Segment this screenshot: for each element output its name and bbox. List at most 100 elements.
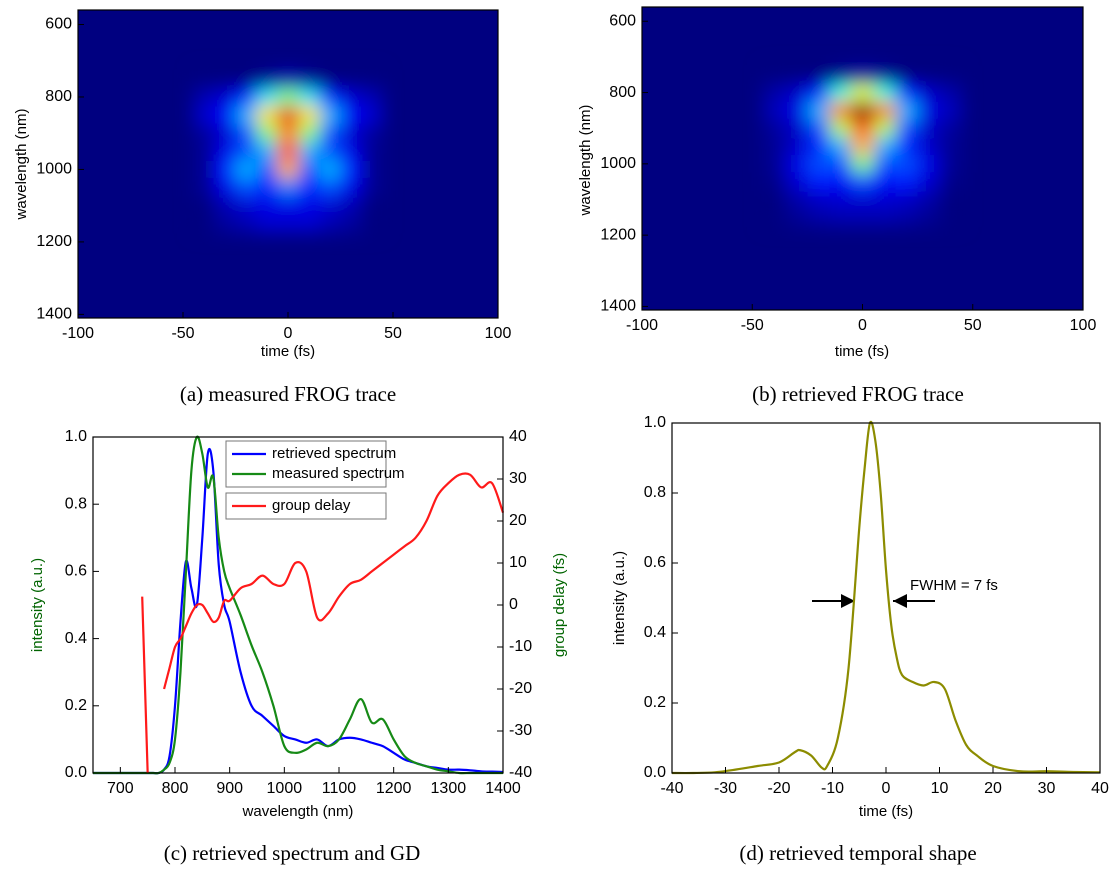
heatmap-cell [298,69,320,89]
legend-label: measured spectrum [272,465,405,482]
x-axis-label: time (fs) [835,343,889,360]
x-tick-label: 0 [858,317,867,334]
heatmap-cell [277,160,299,179]
y-tick-label: 800 [45,88,72,105]
heatmap-cell [807,208,830,227]
y-tick-label: 1200 [600,226,636,243]
heatmap-cell [361,142,383,161]
y-tick-label: 1400 [600,298,636,315]
heatmap-cell [873,172,897,192]
heatmap-cell [829,119,852,138]
heatmap-cell [807,137,830,156]
legend-label: retrieved spectrum [272,445,396,462]
y-tick-label: 0.8 [644,484,666,501]
heatmap-cell [873,65,897,85]
heatmap-cell [939,101,963,120]
heatmap-cell [917,190,941,209]
heatmap-cell [193,106,215,125]
heatmap-cell [895,208,919,227]
heatmap-cell [939,119,963,138]
heatmap-cell [193,160,215,179]
x-tick-label: 900 [216,780,243,797]
y2-tick-label: 0 [509,596,518,613]
heatmap-cell [917,154,941,174]
x-tick-label: -40 [660,780,683,797]
x-axis-label: wavelength (nm) [242,803,354,820]
heatmap-cell [851,119,875,138]
heatmap-cell [277,124,299,143]
heatmap-cell [939,172,963,192]
heatmap-cell [829,190,852,209]
y2-tick-label: -30 [509,722,532,739]
heatmap-cell [193,196,215,216]
x-tick-label: -100 [626,317,658,334]
heatmap-cell [807,65,830,85]
x-tick-label: 1400 [485,780,521,797]
heatmap-cell [277,142,299,161]
x-tick-label: 0 [284,325,293,342]
heatmap-cell [235,196,257,216]
heatmap-cell [361,196,383,216]
heatmap-cell [277,178,299,198]
heatmap-cell [807,154,830,174]
heatmap-cell [829,83,852,102]
heatmap-cell [829,101,852,120]
heatmap-cell [340,142,362,161]
x-tick-label: 1000 [267,780,303,797]
heatmap-cell [361,69,383,89]
heatmap-cell [851,65,875,85]
heatmap-cell [939,154,963,174]
heatmap-cell [763,154,786,174]
y-tick-label: 0.4 [65,630,87,647]
y-tick-label: 1000 [36,161,72,178]
y-tick-label: 0.6 [65,563,87,580]
heatmap-cell [785,208,808,227]
heatmap-cell [214,160,236,179]
heatmap-cell [235,106,257,125]
heatmap-cell [807,83,830,102]
heatmap-cell [873,119,897,138]
heatmap-cell [340,178,362,198]
heatmap-cell [807,190,830,209]
y-axis-label: wavelength (nm) [577,105,594,217]
heatmap-cell [256,124,278,143]
caption: (a) measured FROG trace [180,382,396,406]
heatmap-cell [214,178,236,198]
y-tick-label: 600 [609,12,636,29]
heatmap-cell [193,142,215,161]
y-tick-label: 1000 [600,155,636,172]
x-tick-label: -100 [62,325,94,342]
heatmap-cell [895,190,919,209]
heatmap-cell [873,208,897,227]
heatmap-cell [340,196,362,216]
y-tick-label: 0.2 [644,694,666,711]
heatmap-cell [319,106,341,125]
heatmap-cell [895,172,919,192]
plot-frame [671,422,1101,774]
heatmap-cell [235,69,257,89]
heatmap-cell [319,178,341,198]
heatmap-cell [235,124,257,143]
heatmap-cell [256,142,278,161]
heatmap-cell [785,190,808,209]
heatmap-cell [917,101,941,120]
y2-axis-label: group delay (fs) [551,553,568,657]
heatmap-cell [298,106,320,125]
heatmap-cells [193,69,383,234]
heatmap-cell [361,124,383,143]
heatmap-cell [277,196,299,216]
heatmap-clip [763,65,963,227]
y2-tick-label: -10 [509,638,532,655]
heatmap-cell [361,214,383,234]
heatmap-cell [807,101,830,120]
heatmap-cell [298,142,320,161]
heatmap-cell [763,137,786,156]
y-tick-label: 1200 [36,233,72,250]
heatmap-cell [895,137,919,156]
heatmap-cell [763,119,786,138]
heatmap-cell [873,190,897,209]
heatmap-cell [785,172,808,192]
heatmap-cell [214,69,236,89]
heatmap-cell [298,214,320,234]
